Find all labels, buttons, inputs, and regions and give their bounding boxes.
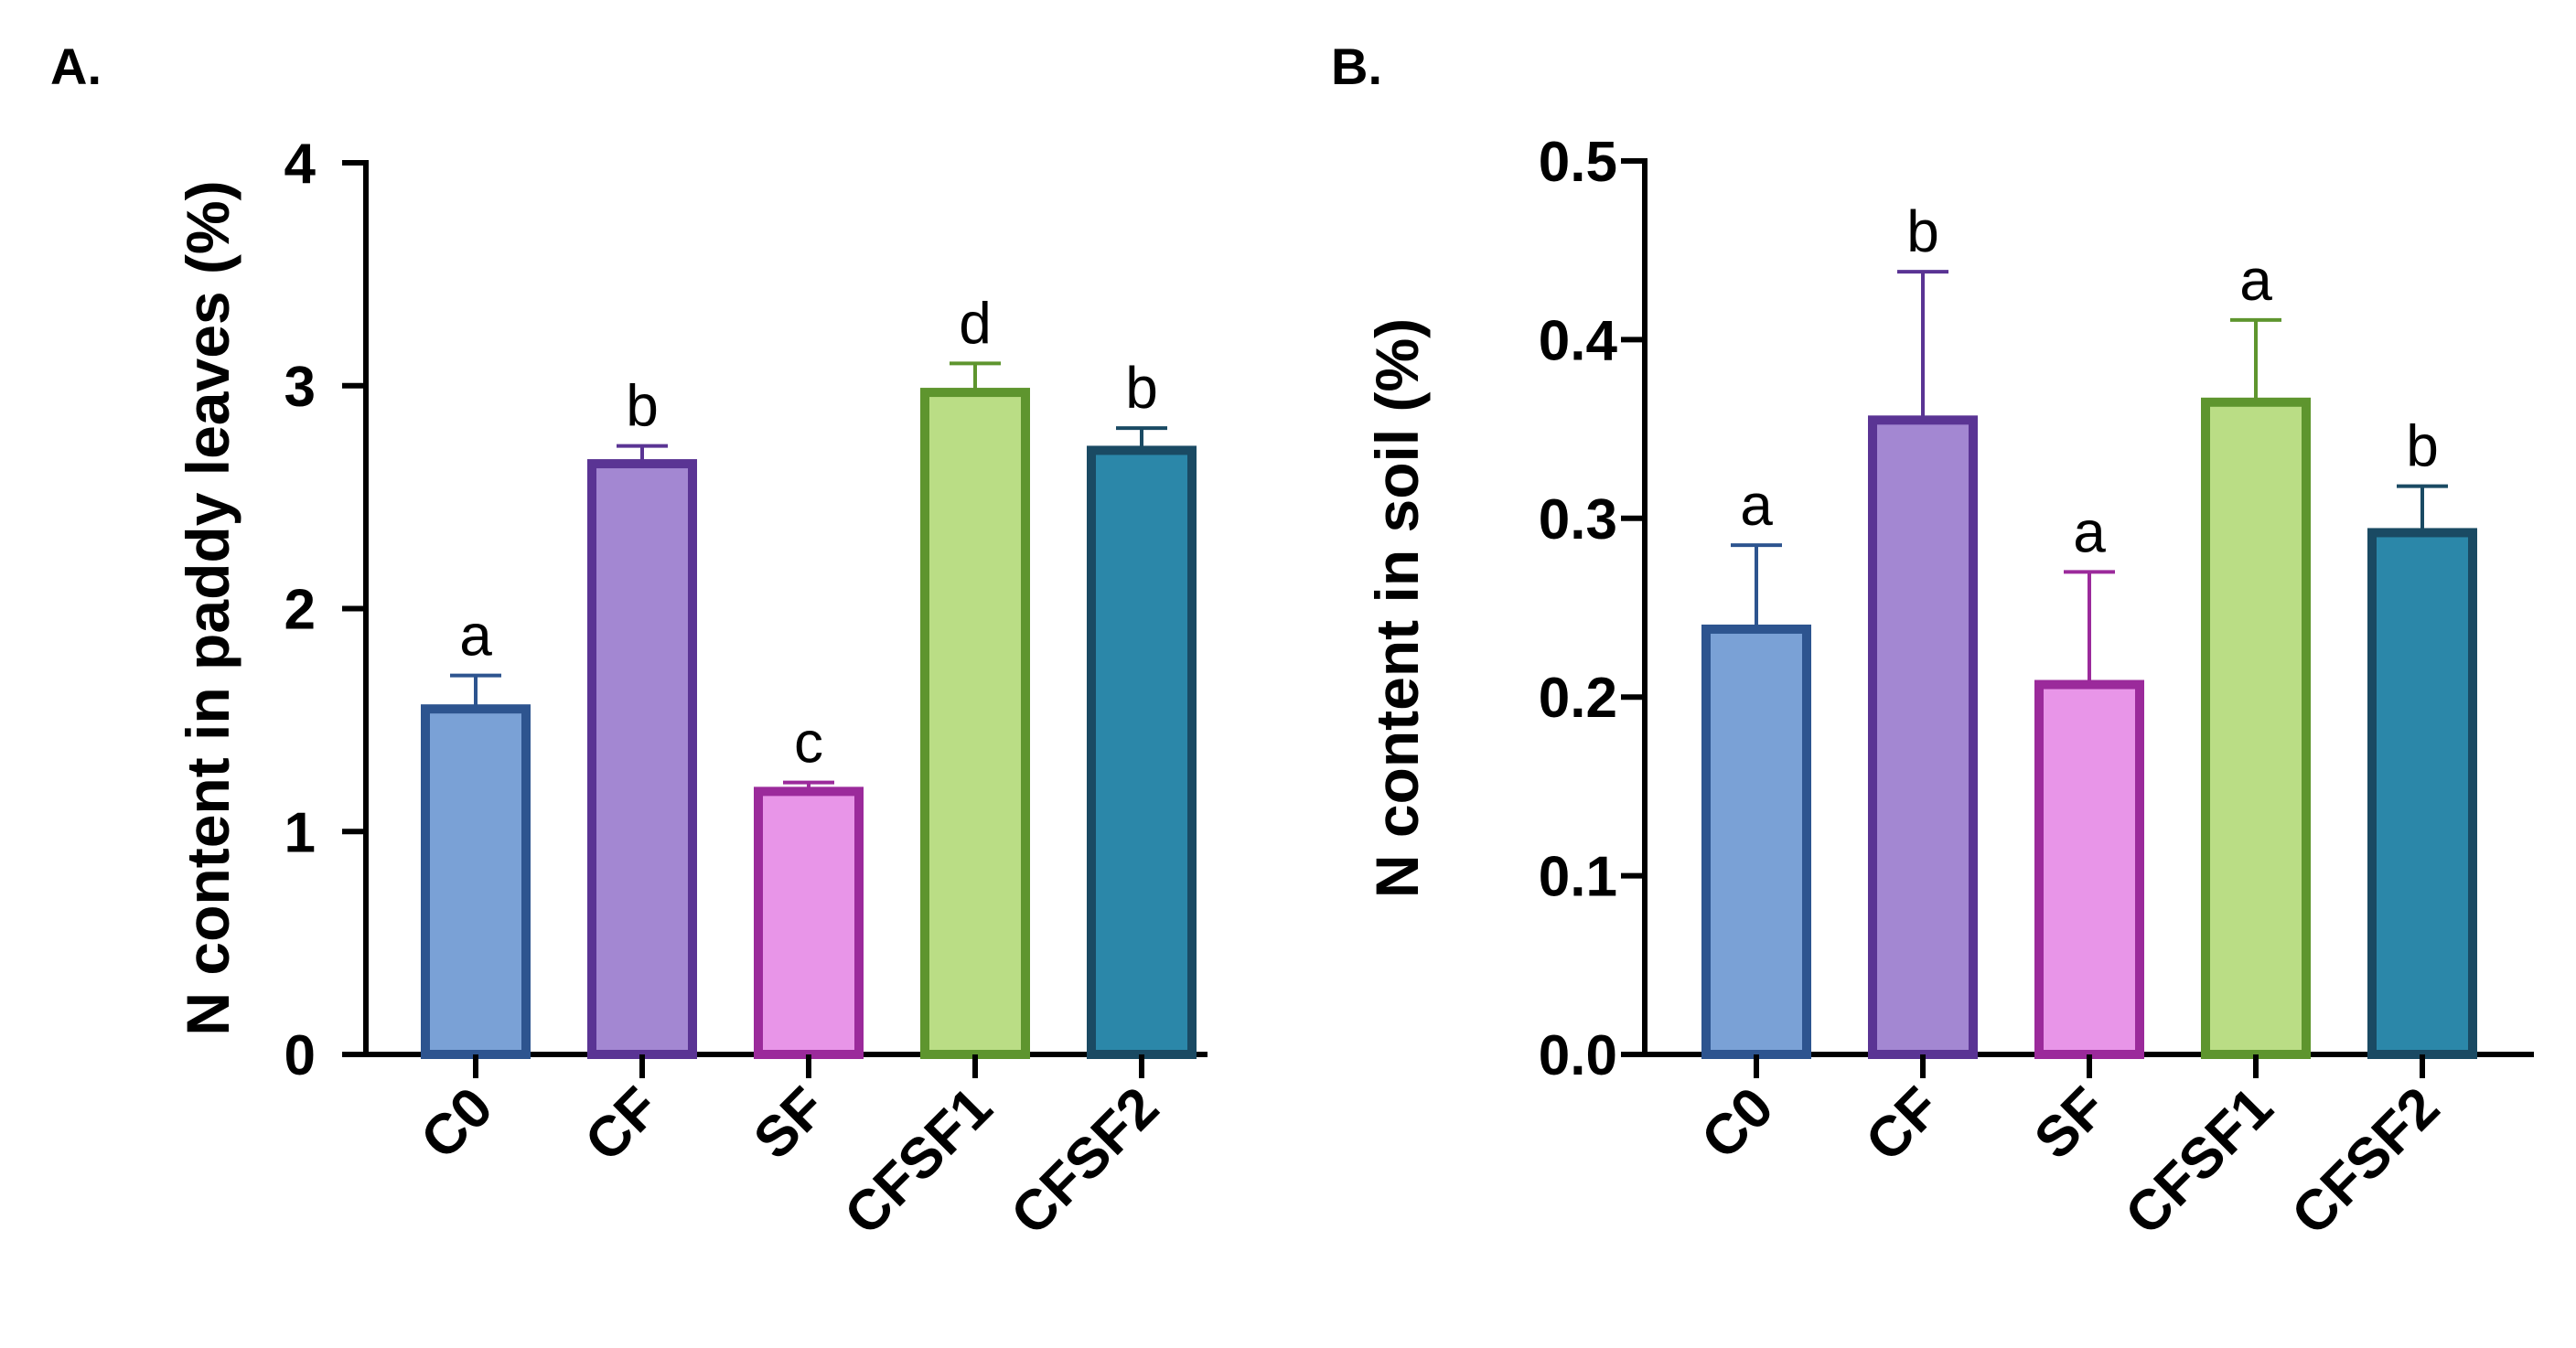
- y-tick-label: 0.0: [1539, 1024, 1617, 1087]
- x-tick-label: CFSF1: [832, 1075, 1004, 1247]
- x-tick-label: CFSF1: [2113, 1075, 2285, 1247]
- significance-label: b: [626, 373, 659, 439]
- significance-label: b: [2406, 413, 2439, 479]
- significance-label: b: [1125, 355, 1158, 421]
- y-tick-label: 4: [284, 133, 317, 196]
- significance-label: a: [2239, 247, 2272, 313]
- chart-panel-b: B. N content in soil (%) 0.0 0.1 0.2 0.3 0.4 0.…: [1331, 37, 2534, 1247]
- x-tick-label: CF: [574, 1075, 671, 1173]
- y-tick-label: 0: [284, 1024, 316, 1087]
- bar-cfsf1: [2201, 397, 2311, 1060]
- x-tick-label: C0: [409, 1075, 505, 1171]
- y-axis-title: N content in paddy leaves (%): [174, 180, 242, 1035]
- significance-label: a: [1740, 472, 1773, 538]
- x-tick-label: CFSF2: [2280, 1075, 2452, 1247]
- bar-sf: [2034, 679, 2144, 1059]
- y-tick-label: 0.1: [1539, 846, 1617, 909]
- bar-cfsf2: [2367, 528, 2477, 1059]
- y-tick-label: 1: [284, 801, 316, 864]
- significance-label: c: [794, 710, 823, 776]
- bar-c0: [421, 704, 531, 1059]
- x-tick-label: C0: [1690, 1075, 1786, 1171]
- bar-sf: [754, 786, 864, 1059]
- y-tick-label: 0.3: [1539, 488, 1617, 551]
- significance-label: d: [959, 290, 992, 356]
- bar-cf: [1868, 415, 1978, 1059]
- panel-label: B.: [1331, 37, 1382, 95]
- y-tick-label: 0.5: [1539, 131, 1617, 194]
- bar-cf: [587, 459, 697, 1059]
- y-tick-label: 0.2: [1539, 667, 1617, 730]
- y-tick-label: 0.4: [1539, 309, 1618, 372]
- x-tick-label: CF: [1854, 1075, 1952, 1173]
- chart-panel-a: A. N content in paddy leaves (%) 0 1 2 3 4 a C0 b…: [50, 37, 1208, 1247]
- y-axis-title: N content in soil (%): [1363, 318, 1431, 898]
- x-tick-label: SF: [742, 1075, 838, 1171]
- bar-cfsf1: [920, 388, 1030, 1059]
- significance-label: a: [2073, 498, 2106, 564]
- y-tick-label: 3: [284, 356, 316, 419]
- bar-cfsf2: [1087, 445, 1197, 1059]
- panel-label: A.: [50, 37, 102, 95]
- x-tick-label: SF: [2023, 1075, 2119, 1171]
- bar-c0: [1701, 624, 1811, 1059]
- x-tick-label: CFSF2: [999, 1075, 1171, 1247]
- y-tick-label: 2: [284, 579, 316, 642]
- significance-label: a: [459, 603, 492, 669]
- significance-label: b: [1906, 198, 1939, 264]
